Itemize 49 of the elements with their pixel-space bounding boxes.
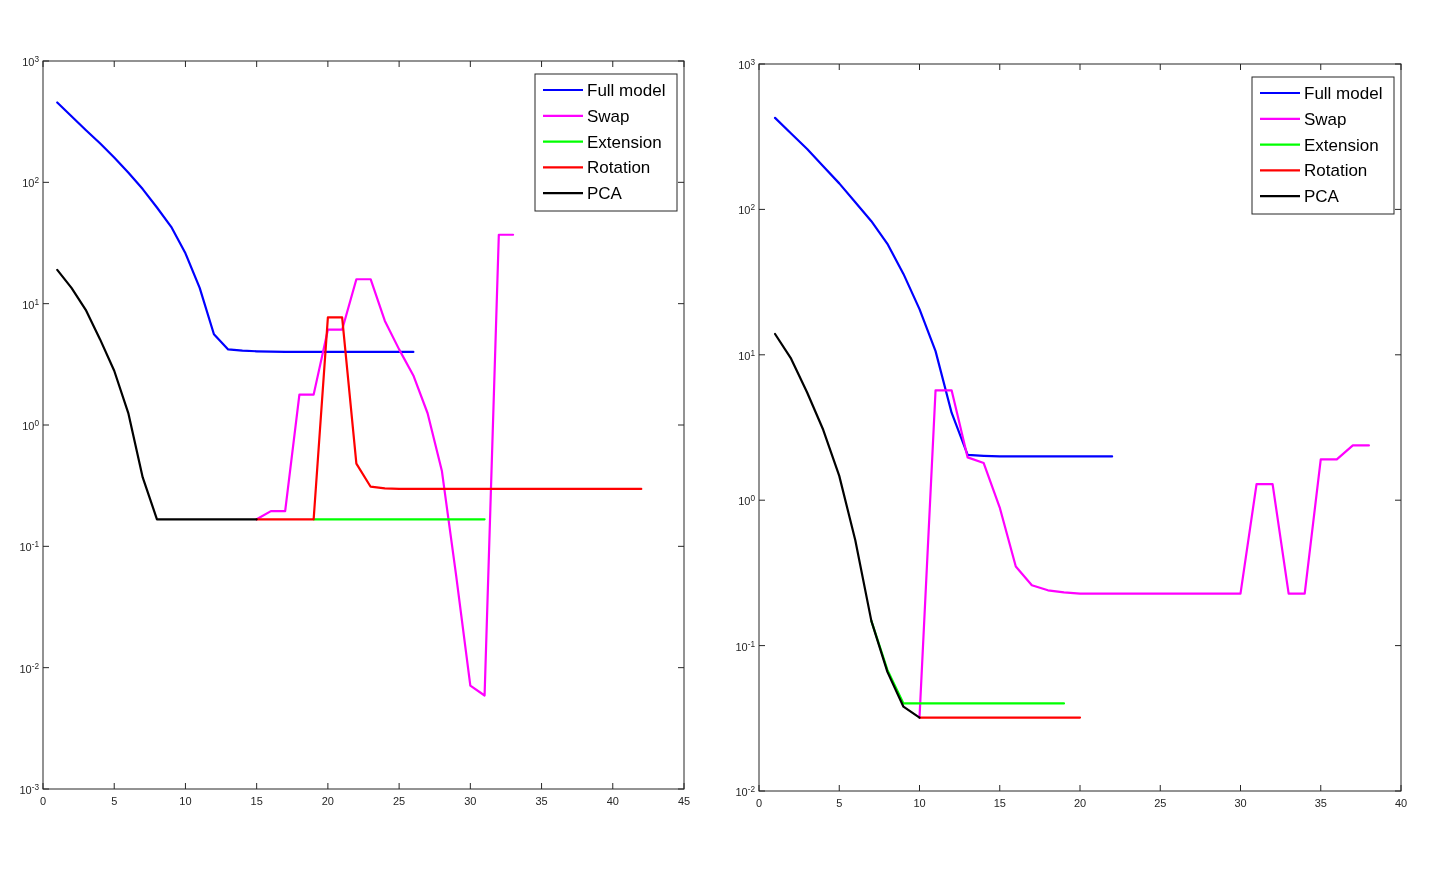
x-tick-label: 15 xyxy=(250,795,263,807)
y-tick-label: 10$^{-2}$ xyxy=(19,661,40,675)
x-tick-label: 0 xyxy=(39,795,47,807)
legend-label: Full model xyxy=(1304,84,1383,103)
x-tick-label: 20 xyxy=(1073,797,1087,809)
x-tick-label: 20 xyxy=(321,795,335,807)
x-tick-label: 5 xyxy=(111,795,118,807)
y-tick-label: 10$^{1}$ xyxy=(738,348,756,362)
y-tick-label: 10$^{3}$ xyxy=(738,57,756,71)
x-tick-label: 30 xyxy=(464,795,477,807)
legend-label: Extension xyxy=(587,132,662,152)
y-tick-label: 10$^{-1}$ xyxy=(19,539,40,554)
x-tick-label: 15 xyxy=(993,797,1006,809)
x-tick-label: 40 xyxy=(1394,797,1408,809)
line-series xyxy=(255,233,515,697)
line-series xyxy=(56,101,415,354)
y-tick-label: 10$^{-1}$ xyxy=(735,639,756,653)
y-tick-label: 10$^{-3}$ xyxy=(19,782,40,796)
legend-label: PCA xyxy=(587,184,623,204)
line-series xyxy=(918,389,1370,719)
y-tick-label: 10$^{-2}$ xyxy=(735,784,756,798)
x-tick-label: 25 xyxy=(1154,797,1167,809)
legend-label: Swap xyxy=(1304,109,1347,129)
x-tick-label: 40 xyxy=(606,795,619,807)
y-tick-label: 10$^{1}$ xyxy=(22,297,40,311)
x-tick-label: 5 xyxy=(836,797,843,809)
x-tick-label: 10 xyxy=(913,797,926,809)
x-tick-label: 45 xyxy=(677,795,691,807)
legend-label: Extension xyxy=(1304,135,1379,155)
legend-label: Full model xyxy=(587,81,666,100)
y-tick-label: 10$^{0}$ xyxy=(738,493,756,508)
legend-label: PCA xyxy=(1304,187,1340,207)
legend-label: Rotation xyxy=(1304,161,1368,181)
x-tick-label: 30 xyxy=(1234,797,1247,809)
legend-label: Swap xyxy=(587,106,630,126)
x-tick-label: 35 xyxy=(1314,797,1327,809)
y-tick-label: 10$^{0}$ xyxy=(22,418,40,432)
x-tick-label: 0 xyxy=(755,797,763,809)
y-tick-label: 10$^{2}$ xyxy=(738,202,756,217)
line-series xyxy=(255,316,643,521)
line-series xyxy=(56,268,258,521)
y-tick-label: 10$^{2}$ xyxy=(22,175,40,190)
y-tick-label: 10$^{3}$ xyxy=(22,54,40,68)
x-tick-label: 10 xyxy=(179,795,192,807)
line-series xyxy=(773,332,921,719)
line-series xyxy=(773,116,1114,458)
x-tick-label: 35 xyxy=(535,795,548,807)
x-tick-label: 25 xyxy=(392,795,406,807)
legend-label: Rotation xyxy=(587,158,651,178)
